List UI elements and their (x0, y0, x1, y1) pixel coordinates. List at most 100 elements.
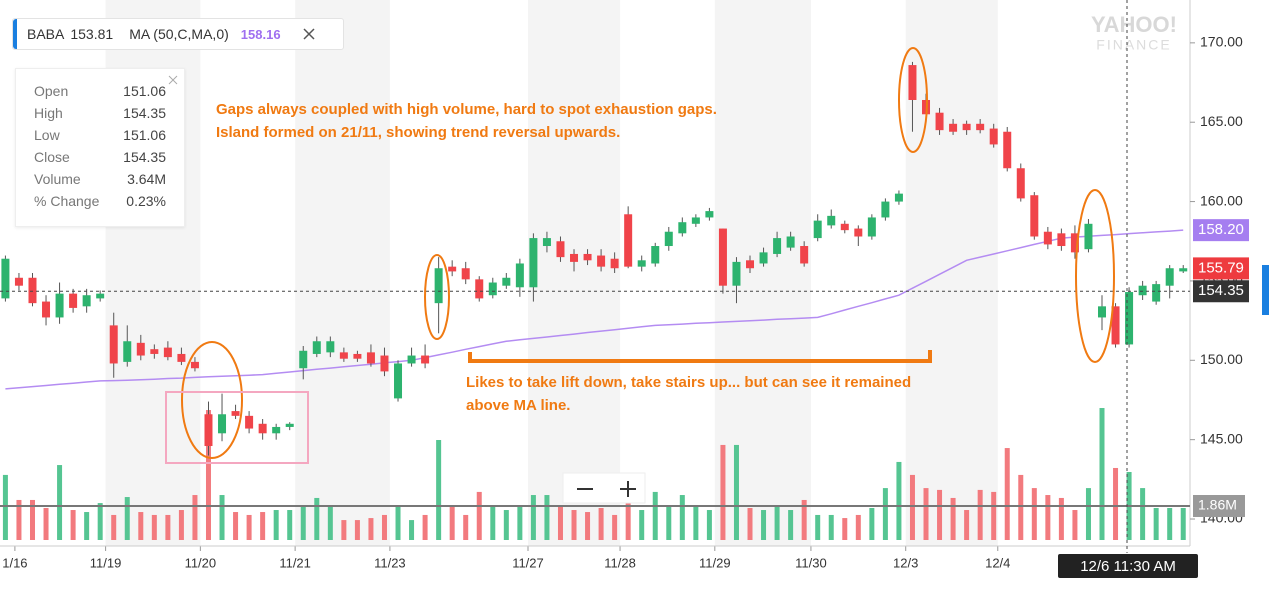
candle-body (894, 193, 903, 202)
volume-bar (720, 444, 726, 540)
volume-bar (679, 495, 685, 540)
volume-bar (246, 514, 252, 540)
info-value: 151.06 (123, 83, 166, 99)
candle-body (556, 241, 565, 258)
watermark: FINANCE (1096, 37, 1171, 53)
annotation-box (165, 391, 309, 464)
volume-bar (1140, 488, 1146, 540)
volume-bar (463, 514, 469, 540)
volume-bar (909, 474, 915, 540)
volume-bar (436, 440, 442, 540)
volume-bar (788, 510, 794, 540)
info-label: % Change (34, 193, 100, 209)
volume-bar (977, 489, 983, 540)
candle-body (1165, 268, 1174, 286)
volume-bar (16, 499, 22, 540)
candle-body (366, 352, 375, 364)
volume-bar (70, 510, 76, 540)
volume-bar (490, 505, 496, 540)
ma-line (5, 229, 1184, 390)
volume-bar (706, 510, 712, 540)
candle-body (610, 258, 619, 269)
candle-body (840, 223, 849, 231)
candle-body (813, 220, 822, 239)
volume-bar (273, 510, 279, 540)
candle-body (962, 123, 971, 131)
candle-body (1016, 168, 1025, 199)
volume-bar (395, 505, 401, 540)
edge-handle[interactable] (1262, 265, 1269, 315)
candle-body (339, 352, 348, 359)
y-tick-label: 165.00 (1200, 113, 1243, 129)
volume-bar (300, 505, 306, 540)
volume-bar (178, 510, 184, 540)
volume-bar (855, 514, 861, 540)
info-label: High (34, 105, 63, 121)
candle-body (190, 361, 199, 369)
candle-body (651, 246, 660, 264)
candle-body (542, 238, 551, 247)
volume-bar (964, 510, 970, 540)
candle-body (678, 222, 687, 234)
volume-bar (219, 495, 225, 540)
candle-body (299, 350, 308, 369)
candle-body (109, 325, 118, 364)
candle-body (759, 252, 768, 264)
volume-bar (612, 514, 618, 540)
candle-body (434, 268, 443, 304)
y-tick-label: 150.00 (1200, 351, 1243, 367)
candle-body (881, 201, 890, 218)
info-label: Open (34, 83, 69, 99)
candle-body (461, 268, 470, 280)
info-close[interactable] (168, 75, 178, 85)
candle-body (475, 279, 484, 299)
volume-bar (341, 520, 347, 540)
volume-bar (733, 444, 739, 540)
volume-bar (1045, 495, 1051, 540)
candle-body (1043, 231, 1052, 245)
candle-body (691, 217, 700, 224)
info-label: Close (34, 149, 70, 165)
annotation-text: Gaps always coupled with high volume, ha… (216, 101, 717, 118)
candle-body (421, 355, 430, 364)
volume-bar (1004, 448, 1010, 540)
candle-body (394, 363, 403, 399)
candle-body (786, 236, 795, 248)
candle-body (1111, 306, 1120, 345)
crosshair-label: 12/6 11:30 AM (1080, 558, 1176, 575)
candle-body (800, 246, 809, 264)
candle-body (1098, 306, 1107, 318)
candle-body (908, 65, 917, 100)
candle-body (854, 228, 863, 237)
volume-badge-label: 1.86M (1198, 497, 1237, 513)
x-tick-label: 11/27 (512, 555, 544, 570)
candle-body (42, 301, 51, 318)
annotation-ellipse (424, 254, 450, 340)
candle-body (28, 277, 37, 304)
volume-bar (571, 510, 577, 540)
volume-bar (205, 410, 211, 540)
y-tick-label: 145.00 (1200, 430, 1243, 446)
volume-bar (828, 514, 834, 540)
zoom-controls (562, 472, 646, 504)
crosshair-label-box (1058, 554, 1198, 578)
annotation-ellipse (1075, 189, 1115, 363)
day-shading (105, 0, 998, 546)
candle-body (529, 238, 538, 288)
candle-body (448, 266, 457, 272)
candle-body (82, 295, 91, 307)
candle-body (136, 342, 145, 356)
info-value: 151.06 (123, 127, 166, 143)
volume-bar (950, 497, 956, 540)
volume-bar (1167, 508, 1173, 540)
x-tick-label: 12/3 (893, 555, 918, 570)
price-badge-label: 154.35 (1198, 282, 1244, 299)
volume-bar (422, 514, 428, 540)
watermark: YAHOO! (1091, 12, 1177, 37)
info-value: 0.23% (126, 193, 166, 209)
day-band (905, 0, 998, 546)
volume-bar (124, 497, 130, 540)
info-row: Close 154.35 (34, 149, 166, 165)
candle-body (827, 215, 836, 226)
legend-close[interactable] (303, 28, 315, 40)
